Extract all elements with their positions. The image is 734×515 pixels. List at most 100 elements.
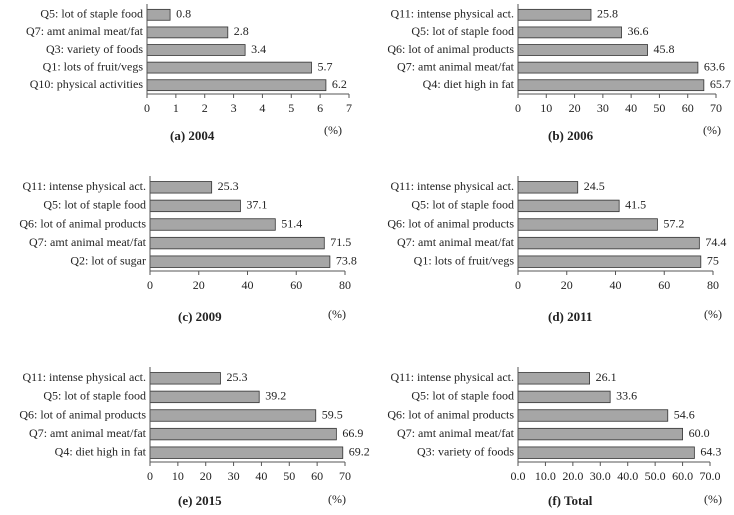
bar — [149, 390, 260, 404]
x-tick-label: 10 — [540, 101, 552, 115]
value-label: 0.8 — [176, 7, 191, 21]
category-label: Q5: lot of staple food — [411, 389, 514, 403]
caption: (a) 2004 — [170, 128, 215, 143]
x-tick-label: 4 — [259, 101, 265, 115]
category-label: Q6: lot of animal products — [19, 216, 146, 230]
category-label: Q3: variety of foods — [417, 444, 514, 458]
category-label: Q6: lot of animal products — [387, 42, 514, 56]
bar — [517, 372, 590, 385]
x-axis-label: (%) — [328, 492, 346, 506]
value-label: 64.3 — [700, 444, 721, 458]
value-label: 59.5 — [322, 407, 343, 421]
bar — [517, 61, 699, 74]
bar — [517, 446, 695, 459]
category-label: Q5: lot of staple food — [43, 198, 146, 212]
x-tick-label: 60 — [658, 278, 670, 292]
category-label: Q7: amt animal meat/fat — [29, 235, 147, 249]
value-label: 69.2 — [349, 444, 370, 458]
value-label: 24.5 — [584, 179, 605, 193]
x-tick-label: 30 — [228, 469, 240, 483]
caption: (f) Total — [548, 493, 593, 508]
value-label: 41.5 — [625, 198, 646, 212]
x-tick-label: 40 — [610, 278, 622, 292]
bar — [149, 255, 331, 268]
bar — [517, 218, 658, 231]
category-label: Q11: intense physical act. — [390, 7, 514, 21]
caption: (c) 2009 — [178, 309, 222, 324]
bar — [146, 8, 171, 21]
value-label: 2.8 — [234, 24, 249, 38]
value-label: 25.8 — [597, 7, 618, 21]
bar — [517, 409, 669, 422]
value-label: 25.3 — [218, 179, 239, 193]
category-label: Q11: intense physical act. — [22, 179, 146, 193]
x-axis-label: (%) — [328, 307, 346, 321]
x-tick-label: 50.0 — [645, 469, 666, 483]
x-axis-label: (%) — [703, 123, 721, 137]
x-tick-label: 70 — [710, 101, 722, 115]
bar — [149, 409, 317, 422]
category-label: Q5: lot of staple food — [411, 198, 514, 212]
bar — [149, 236, 325, 250]
category-label: Q5: lot of staple food — [411, 24, 514, 38]
bar — [517, 26, 622, 39]
category-label: Q6: lot of animal products — [19, 407, 146, 421]
x-tick-label: 7 — [346, 101, 352, 115]
bar — [517, 181, 579, 194]
value-label: 25.3 — [226, 370, 247, 384]
bar — [146, 44, 246, 56]
value-label: 36.6 — [628, 24, 649, 38]
value-label: 39.2 — [265, 389, 286, 403]
bar — [517, 255, 702, 268]
value-label: 73.8 — [336, 253, 357, 267]
bar — [517, 236, 700, 250]
x-tick-label: 5 — [288, 101, 294, 115]
x-tick-label: 80 — [707, 278, 719, 292]
x-tick-label: 20 — [569, 101, 581, 115]
value-label: 57.2 — [663, 216, 684, 230]
value-label: 37.1 — [246, 198, 267, 212]
x-tick-label: 0 — [147, 469, 153, 483]
category-label: Q10: physical activities — [30, 77, 144, 91]
bar — [146, 79, 327, 92]
bar — [146, 61, 312, 74]
category-label: Q1: lots of fruit/vegs — [43, 59, 144, 73]
value-label: 60.0 — [689, 426, 710, 440]
category-label: Q2: lot of sugar — [70, 253, 146, 267]
x-axis-label: (%) — [704, 307, 722, 321]
x-tick-label: 40.0 — [617, 469, 638, 483]
value-label: 5.7 — [317, 59, 332, 73]
category-label: Q6: lot of animal products — [387, 216, 514, 230]
x-tick-label: 6 — [317, 101, 323, 115]
x-tick-label: 70 — [339, 469, 351, 483]
x-tick-label: 30.0 — [590, 469, 611, 483]
x-tick-label: 20 — [200, 469, 212, 483]
bar — [149, 181, 213, 194]
value-label: 65.7 — [710, 77, 731, 91]
caption: (e) 2015 — [178, 493, 222, 508]
x-axis-label: (%) — [324, 123, 342, 137]
x-tick-label: 50 — [653, 101, 665, 115]
category-label: Q6: lot of animal products — [387, 407, 514, 421]
bar — [149, 372, 221, 385]
x-tick-label: 60 — [311, 469, 323, 483]
caption: (d) 2011 — [548, 309, 592, 324]
category-label: Q3: variety of foods — [46, 42, 143, 56]
value-label: 26.1 — [596, 370, 617, 384]
category-label: Q11: intense physical act. — [390, 370, 514, 384]
value-label: 6.2 — [332, 77, 347, 91]
caption: (b) 2006 — [548, 128, 594, 143]
x-tick-label: 1 — [173, 101, 179, 115]
x-tick-label: 10 — [172, 469, 184, 483]
x-tick-label: 40 — [625, 101, 637, 115]
bar — [517, 44, 648, 56]
value-label: 75 — [707, 253, 719, 267]
x-tick-label: 40 — [255, 469, 267, 483]
x-tick-label: 30 — [597, 101, 609, 115]
x-tick-label: 60 — [290, 278, 302, 292]
value-label: 51.4 — [281, 216, 302, 230]
category-label: Q7: amt animal meat/fat — [397, 235, 515, 249]
value-label: 45.8 — [654, 42, 675, 56]
bar — [149, 218, 276, 231]
